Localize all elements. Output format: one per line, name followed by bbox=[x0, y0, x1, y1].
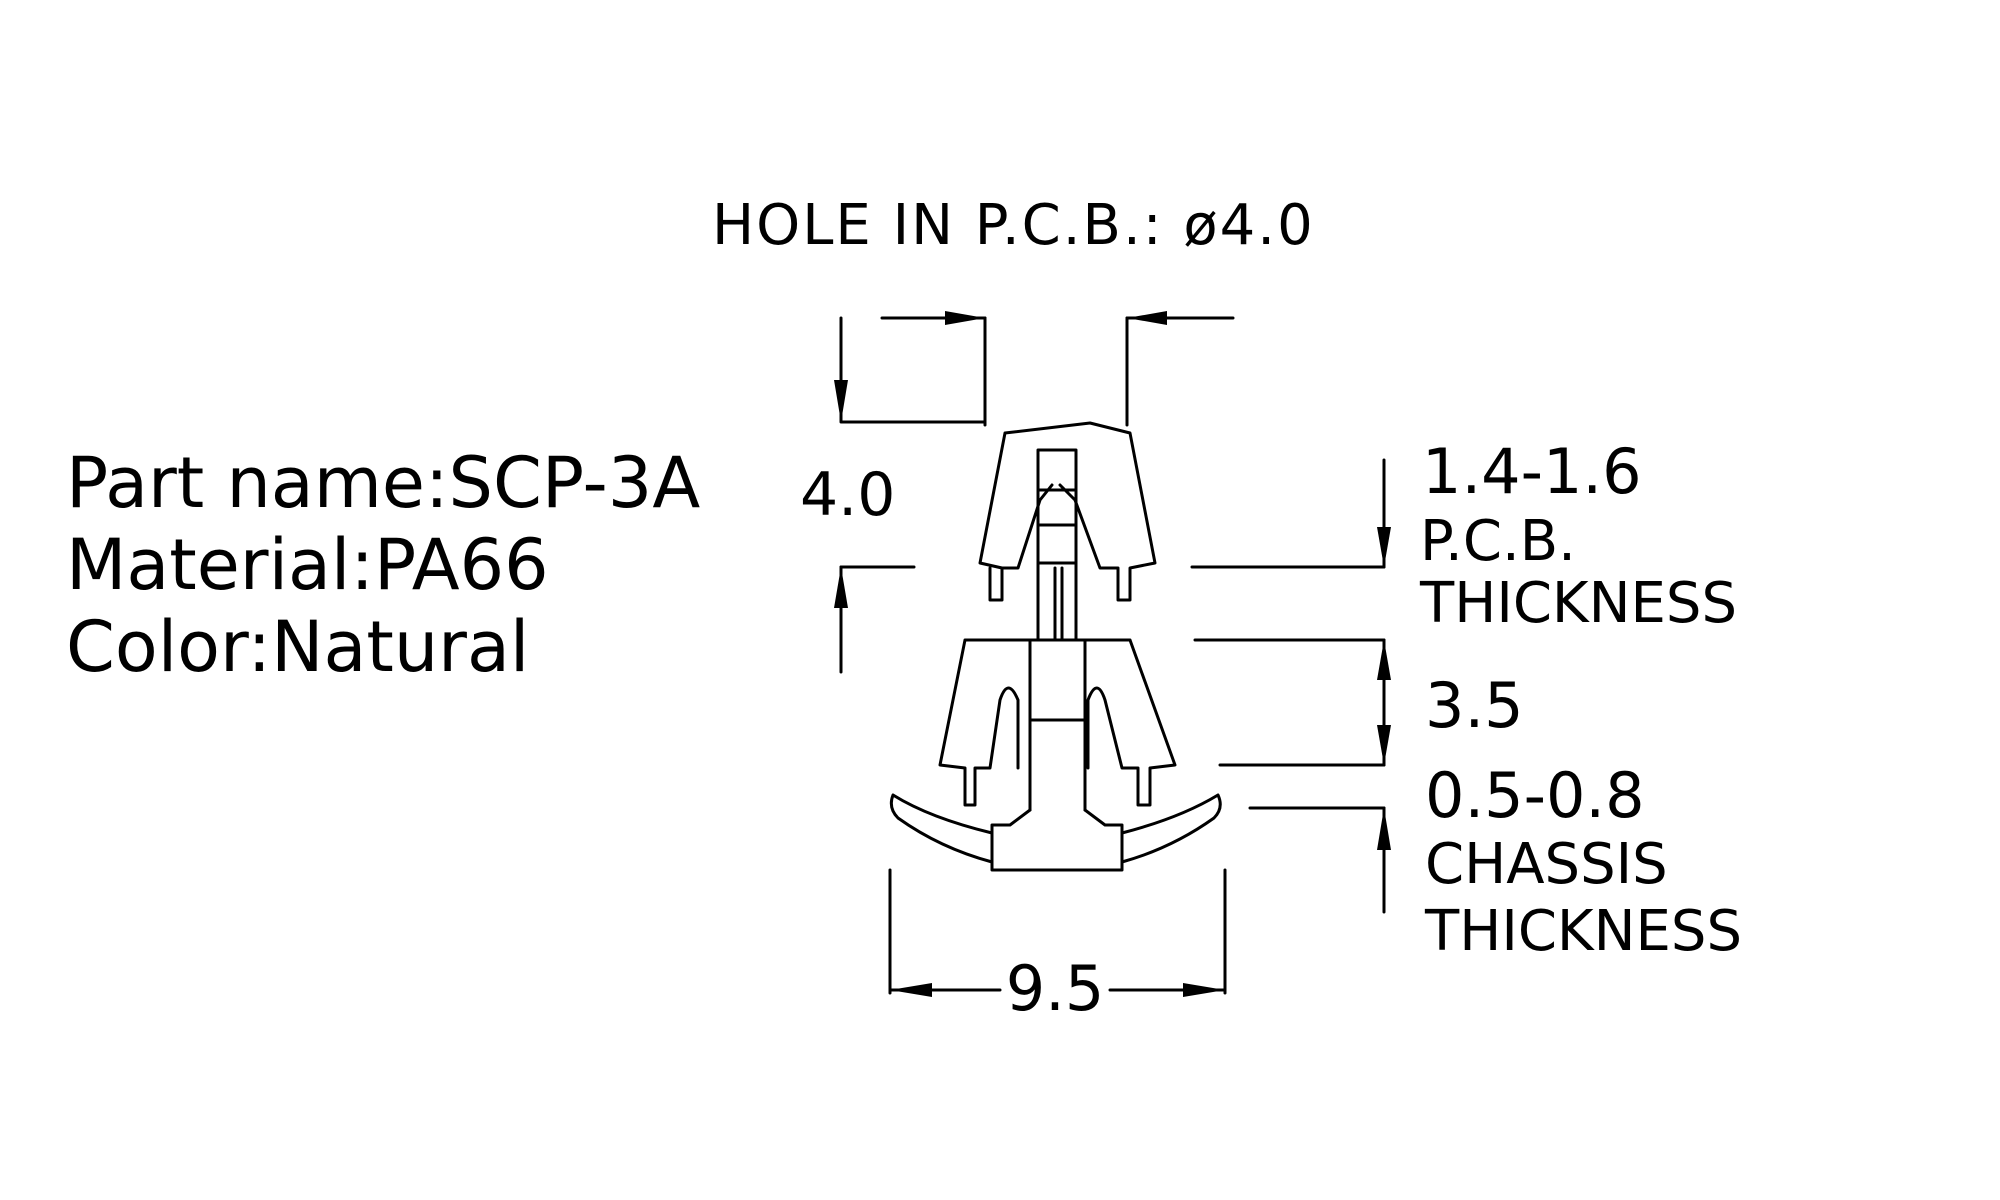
chassis-label: CHASSIS bbox=[1425, 832, 1668, 897]
arrowhead bbox=[945, 311, 985, 325]
base-hub bbox=[990, 808, 1124, 872]
chassis-thickness-dimension: 0.5-0.8 CHASSIS THICKNESS bbox=[1248, 759, 1742, 964]
arrowhead bbox=[1127, 311, 1167, 325]
thickness-label: THICKNESS bbox=[1424, 899, 1742, 964]
arrowhead bbox=[1183, 983, 1225, 997]
hole-size-label: HOLE IN P.C.B.: ø4.0 bbox=[712, 193, 1315, 258]
pcb-thickness-dimension: 1.4-1.6 P.C.B. THICKNESS bbox=[1190, 435, 1737, 636]
width-value: 9.5 bbox=[1006, 952, 1105, 1025]
neck bbox=[1053, 566, 1064, 642]
part-name-label: Part name:SCP-3A bbox=[66, 442, 701, 524]
stem-top bbox=[1036, 448, 1078, 642]
width-dimension: 9.5 bbox=[888, 868, 1227, 1025]
pcb-thickness-range: 1.4-1.6 bbox=[1422, 435, 1642, 508]
right-wing bbox=[1120, 793, 1222, 864]
dimension-line bbox=[839, 316, 987, 424]
arrowhead bbox=[1377, 527, 1391, 567]
thickness-label: THICKNESS bbox=[1419, 571, 1737, 636]
lower-body-outline bbox=[938, 638, 1177, 807]
height-dimension: 4.0 bbox=[800, 316, 987, 674]
arrowhead bbox=[1377, 808, 1391, 850]
hole-dimension bbox=[880, 311, 1235, 427]
color-label: Color:Natural bbox=[66, 606, 530, 688]
arrowhead bbox=[890, 983, 932, 997]
arrowhead bbox=[1377, 725, 1391, 765]
clip-outline bbox=[889, 421, 1222, 872]
arrowhead bbox=[834, 380, 848, 422]
arrowhead bbox=[1377, 640, 1391, 680]
gap-value: 3.5 bbox=[1425, 669, 1524, 742]
arrowhead bbox=[834, 567, 848, 608]
left-wing bbox=[889, 793, 994, 864]
upper-head-outline bbox=[978, 421, 1157, 602]
height-value: 4.0 bbox=[800, 460, 895, 530]
gap-dimension: 3.5 bbox=[1193, 638, 1524, 767]
pcb-label: P.C.B. bbox=[1420, 509, 1576, 574]
material-label: Material:PA66 bbox=[66, 524, 549, 606]
lower-stem bbox=[1028, 638, 1087, 812]
stem-segments bbox=[1036, 488, 1078, 565]
chassis-thickness-range: 0.5-0.8 bbox=[1425, 759, 1645, 832]
